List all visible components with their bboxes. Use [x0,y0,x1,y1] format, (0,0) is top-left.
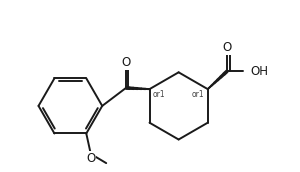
Polygon shape [134,88,138,89]
Polygon shape [214,80,218,84]
Polygon shape [211,83,214,87]
Polygon shape [142,88,146,89]
Polygon shape [217,77,221,81]
Text: O: O [223,41,232,54]
Polygon shape [220,73,225,78]
Text: OH: OH [250,65,268,78]
Polygon shape [138,88,142,89]
Text: or1: or1 [192,90,205,99]
Text: O: O [86,152,95,165]
Polygon shape [126,87,130,89]
Text: O: O [121,56,130,69]
Polygon shape [130,87,134,89]
Text: or1: or1 [153,90,165,99]
Polygon shape [223,70,228,75]
Polygon shape [208,86,211,89]
